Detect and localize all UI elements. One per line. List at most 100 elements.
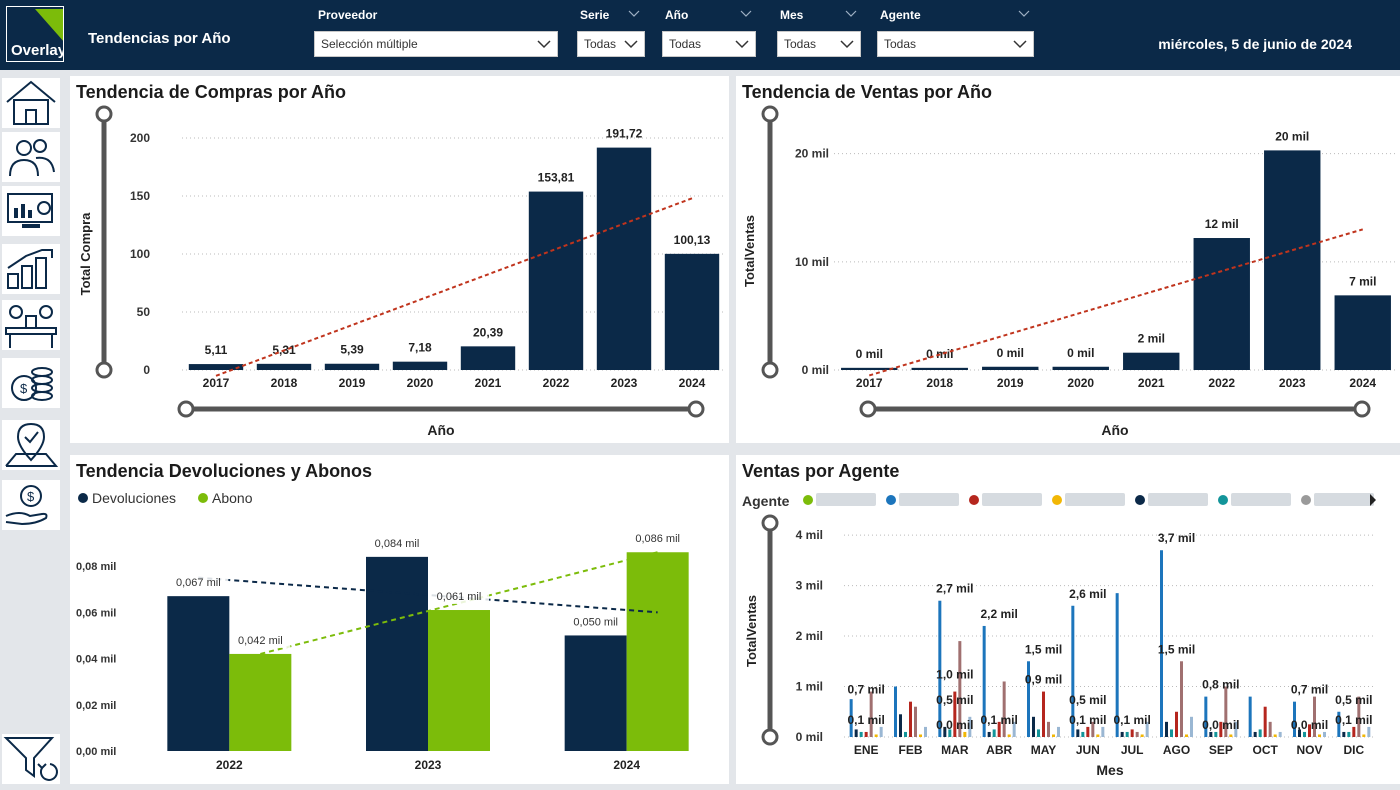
- data-label: 0,1 mil: [1335, 713, 1372, 727]
- slicer-agente[interactable]: Todas: [877, 31, 1034, 57]
- bar: [428, 610, 490, 751]
- chevron-down-icon: [1013, 40, 1027, 49]
- sidebar-nav: $ $: [0, 70, 68, 790]
- bar: [392, 361, 448, 370]
- bar: [849, 699, 853, 737]
- nav-filter-reset[interactable]: [2, 734, 60, 784]
- chevron-down-icon: [840, 40, 854, 49]
- data-label: 0 mil: [1067, 346, 1094, 360]
- bar: [1057, 726, 1060, 737]
- bar: [841, 367, 898, 370]
- slicer-label-agente: Agente: [880, 8, 921, 22]
- bar: [1047, 721, 1050, 737]
- data-label: 5,39: [340, 343, 364, 357]
- y-range-slider-handle: [761, 514, 779, 532]
- bar: [963, 731, 967, 737]
- bar: [1120, 731, 1124, 737]
- x-tick-label: 2022: [216, 758, 243, 772]
- bar: [899, 714, 902, 737]
- y-tick-label: 0,04 mil: [76, 654, 116, 666]
- legend-label: Abono: [212, 490, 253, 506]
- nav-home[interactable]: [2, 78, 60, 128]
- bar: [1190, 716, 1193, 737]
- data-label: 0,050 mil: [573, 616, 618, 628]
- agentes-chart: Agente TotalVentas 0 mil 1 mil 2 mil 3 mil 4 m…: [742, 493, 1376, 778]
- bar: [1180, 661, 1183, 737]
- bar: [1101, 726, 1105, 737]
- coins-icon: $: [11, 367, 53, 401]
- nav-bar-growth[interactable]: [2, 244, 60, 294]
- bar: [1334, 295, 1391, 370]
- y-tick-label: 0,06 mil: [76, 607, 116, 619]
- data-label: 0,042 mil: [238, 635, 283, 647]
- nav-coins[interactable]: $: [2, 358, 60, 408]
- data-label-bg: [367, 534, 427, 551]
- data-label-bg: [627, 530, 688, 547]
- data-label: 0,5 mil: [1335, 693, 1372, 707]
- bar: [1342, 731, 1346, 737]
- bar: [1081, 731, 1085, 737]
- chevron-down-icon[interactable]: [740, 8, 752, 20]
- bar: [1052, 734, 1055, 737]
- data-label: 0,7 mil: [847, 683, 884, 697]
- x-tick-label: 2024: [679, 376, 706, 390]
- slicer-value-mes: Todas: [784, 37, 817, 51]
- bar: [904, 731, 907, 737]
- legend-name-redacted: [982, 493, 1042, 506]
- x-tick-label: 2017: [856, 376, 883, 390]
- chevron-down-icon[interactable]: [1018, 8, 1030, 20]
- bar: [943, 726, 947, 737]
- bar: [1313, 696, 1316, 737]
- filter-reset-icon: [3, 737, 58, 781]
- data-label: 0,8 mil: [1202, 678, 1239, 692]
- chevron-down-icon: [735, 40, 749, 49]
- ventas-chart: TotalVentas 0 mil 10 mil 20 mil 0 mil 2017 0 m…: [742, 105, 1398, 438]
- slicer-mes[interactable]: Todas: [777, 31, 861, 57]
- x-tick-label: OCT: [1252, 743, 1278, 757]
- slicer-value-serie: Todas: [584, 37, 617, 51]
- data-label: 0 mil: [856, 347, 883, 361]
- bar: [1193, 238, 1250, 370]
- y-tick-label: 100: [130, 247, 150, 261]
- nav-meeting[interactable]: [2, 300, 60, 350]
- bar: [1308, 724, 1311, 737]
- data-label: 0,0 mil: [1202, 718, 1239, 732]
- bar: [1273, 734, 1277, 737]
- legend-label: Devoluciones: [92, 490, 176, 506]
- nav-monitor-chart[interactable]: [2, 186, 60, 236]
- header-bar: Overlay Tendencias por Año Proveedor Sel…: [0, 0, 1400, 70]
- bar: [1145, 721, 1149, 737]
- nav-users[interactable]: [2, 132, 60, 182]
- bar: [1032, 716, 1035, 737]
- x-tick-label: AGO: [1163, 743, 1190, 757]
- bar: [1278, 731, 1282, 737]
- agentes-title: Ventas por Agente: [742, 461, 900, 481]
- data-label: 191,72: [606, 127, 643, 141]
- bar: [1253, 731, 1257, 737]
- y-axis-title: TotalVentas: [742, 215, 757, 287]
- x-tick-label: 2024: [613, 758, 640, 772]
- slicer-value-anio: Todas: [669, 37, 702, 51]
- bar: [997, 721, 1001, 737]
- bar: [1012, 721, 1016, 737]
- bar: [366, 556, 428, 751]
- data-label: 0,1 mil: [1113, 713, 1150, 727]
- slicer-serie[interactable]: Todas: [577, 31, 645, 57]
- data-label: 0,9 mil: [1025, 673, 1062, 687]
- nav-hand-money[interactable]: $: [2, 480, 60, 530]
- slicer-anio[interactable]: Todas: [662, 31, 756, 57]
- chevron-down-icon[interactable]: [845, 8, 857, 20]
- legend-name-redacted: [1314, 493, 1374, 506]
- nav-map-check[interactable]: [2, 420, 60, 470]
- bar: [968, 716, 972, 737]
- data-label: 3,7 mil: [1158, 531, 1195, 545]
- data-label: 2,2 mil: [980, 607, 1017, 621]
- bar: [1002, 681, 1006, 737]
- chevron-down-icon[interactable]: [628, 8, 640, 20]
- bar: [982, 366, 1039, 370]
- bar: [982, 625, 986, 737]
- ventas-panel: Tendencia de Ventas por Año TotalVentas 0…: [736, 76, 1400, 443]
- bar: [1209, 731, 1213, 737]
- slicer-proveedor[interactable]: Selección múltiple: [314, 31, 558, 57]
- devoluciones-title: Tendencia Devoluciones y Abonos: [76, 461, 373, 481]
